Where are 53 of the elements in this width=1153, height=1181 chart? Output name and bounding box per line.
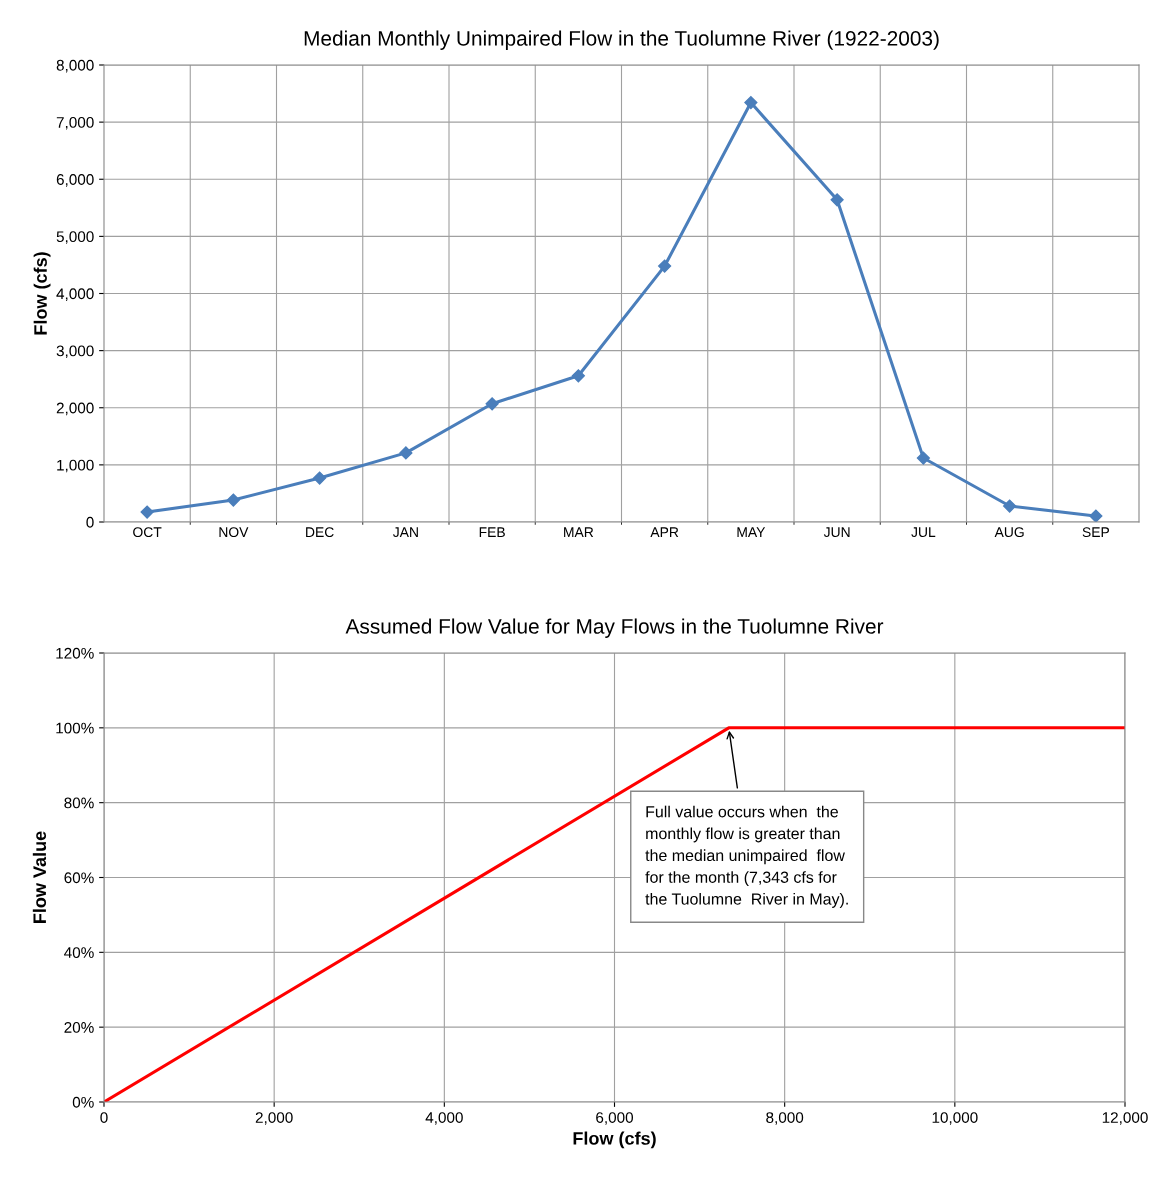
x-tick-label: 10,000 [932, 1112, 978, 1125]
x-tick-label: JAN [392, 527, 418, 538]
x-tick-label: MAR [564, 527, 594, 537]
point [571, 369, 585, 383]
x-tick-label: 4,000 [425, 1112, 463, 1125]
x-tick-label: 2,000 [255, 1112, 293, 1125]
point [485, 397, 499, 411]
x-tick-label: FEB [479, 527, 505, 537]
y-tick-label: 0% [72, 1096, 94, 1108]
y-tick-label: 120% [56, 647, 94, 659]
chart-title: Median Monthly Unimpaired Flow in the Tuolumne River (1922-2003) [304, 30, 939, 50]
y-tick-label: 3,000 [56, 345, 94, 359]
x-tick-label: NOV [219, 527, 249, 538]
x-tick-label: 8,000 [766, 1112, 804, 1125]
x-tick-label: SEP [1082, 527, 1110, 538]
point [399, 446, 413, 460]
x-tick-label: JUL [911, 527, 936, 538]
point [313, 471, 327, 485]
y-tick-label: 80% [64, 797, 94, 809]
y-tick-label: 6,000 [56, 174, 94, 187]
y-tick-label: 100% [56, 722, 94, 734]
y-tick-label: 0 [86, 516, 94, 528]
y-tick-label: 60% [64, 872, 94, 884]
y-tick-label: 1,000 [57, 459, 94, 473]
x-tick-label: 12,000 [1102, 1112, 1148, 1125]
x-tick-label: AUG [994, 527, 1024, 538]
y-tick-label: 20% [64, 1022, 94, 1033]
x-tick-label: 6,000 [596, 1112, 634, 1125]
point [830, 193, 844, 207]
x-axis-title: Flow (cfs) [573, 1131, 656, 1149]
point [226, 493, 240, 507]
x-tick-label: JUN [823, 527, 850, 538]
x-tick-label: OCT [133, 527, 162, 538]
point [916, 451, 930, 465]
point [1089, 509, 1103, 522]
y-tick-label: 7,000 [56, 116, 94, 130]
y-tick-label: 5,000 [56, 231, 94, 244]
y-tick-label: 2,000 [56, 402, 94, 416]
x-tick-label: DEC [306, 527, 334, 538]
x-tick-label: MAY [737, 527, 766, 537]
chart-title: Assumed Flow Value for May Flows in the Tuolumne River [345, 618, 884, 638]
y-axis-title: Flow (cfs) [33, 252, 51, 335]
point [744, 95, 758, 110]
y-tick-label: 40% [64, 947, 94, 959]
x-tick-label: APR [650, 527, 679, 537]
y-tick-label: 8,000 [56, 59, 94, 73]
point [658, 259, 672, 273]
annotation: Full value occurs when the monthly flow is greater than the median unimpaired flow for the month (7,343 cfs for the Tuolumne River in May). [645, 805, 848, 908]
point [1003, 499, 1017, 513]
y-axis-title: Flow Value [32, 831, 47, 923]
point [140, 505, 154, 519]
x-tick-label: 0 [100, 1112, 108, 1123]
y-tick-label: 4,000 [56, 288, 94, 301]
